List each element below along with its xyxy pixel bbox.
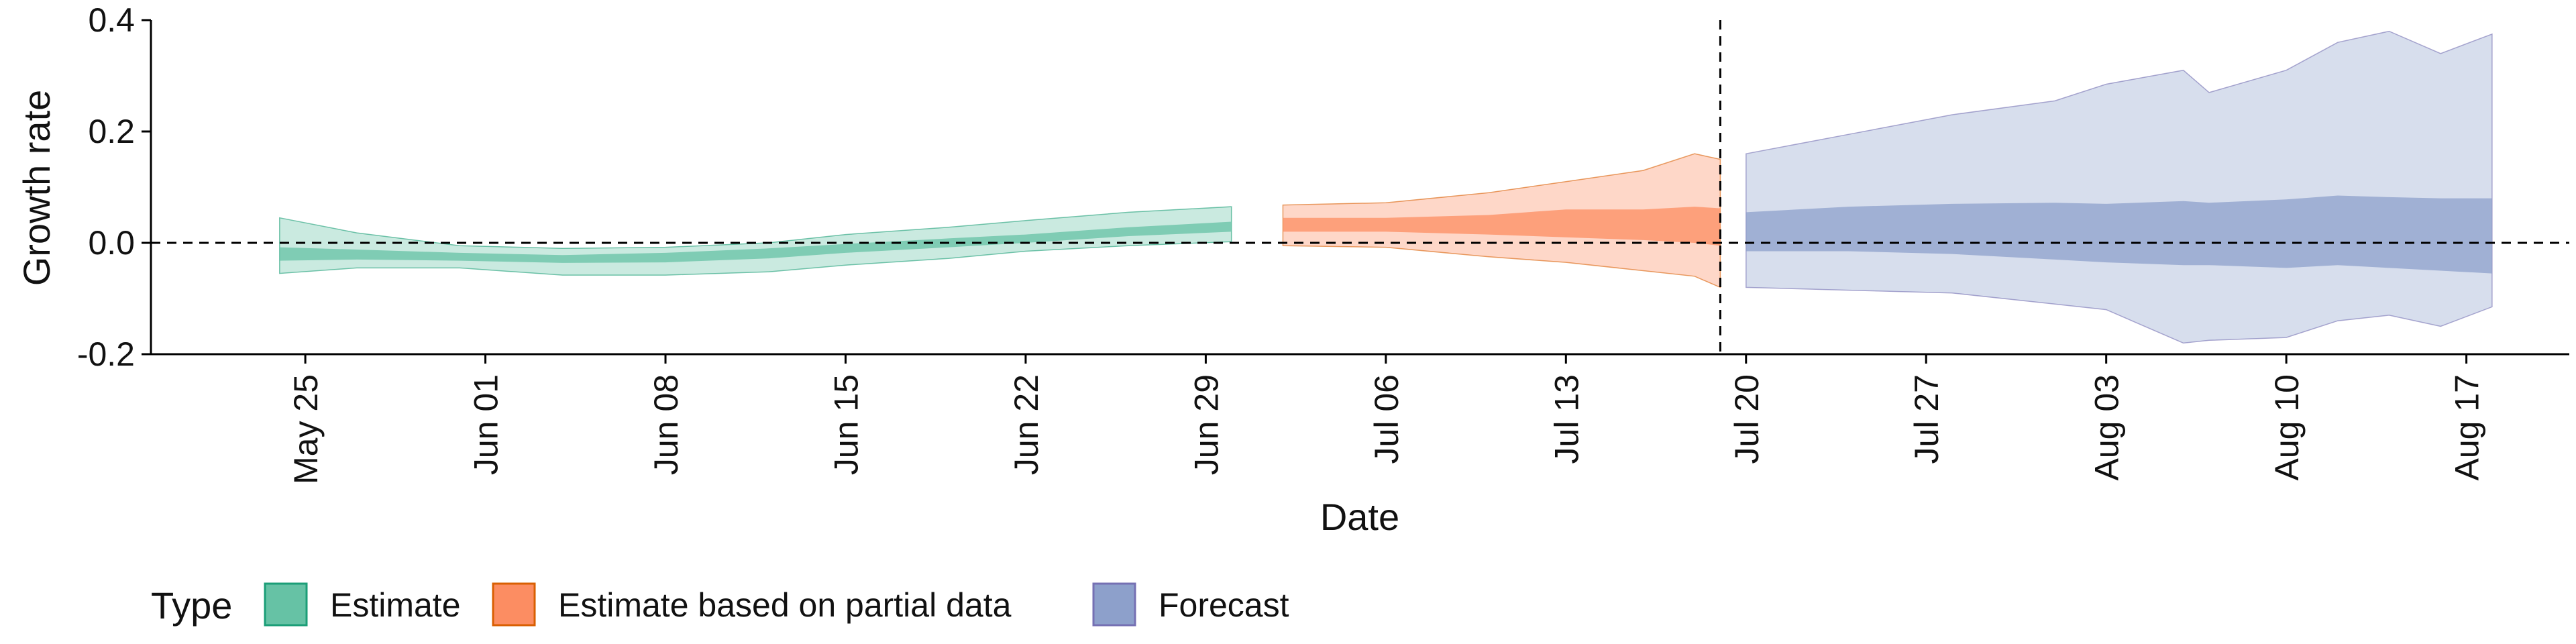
x-tick-label: Jul 13 bbox=[1548, 374, 1585, 464]
forecast-90-band bbox=[1746, 30, 2493, 344]
ribbon-layer bbox=[279, 30, 2493, 344]
y-tick-label: 0.4 bbox=[88, 1, 135, 39]
legend-label-estimate: Estimate bbox=[330, 586, 461, 624]
x-tick-label: Jun 29 bbox=[1187, 374, 1225, 475]
x-tick-label: Jul 27 bbox=[1908, 374, 1945, 464]
x-tick-label: May 25 bbox=[287, 374, 325, 484]
forecast-50-band bbox=[1746, 195, 2492, 274]
x-tick-label: Jun 08 bbox=[647, 374, 685, 475]
legend: Type Estimate Estimate based on partial d… bbox=[151, 582, 1289, 627]
legend-swatch-estimate bbox=[264, 582, 308, 627]
legend-swatch-forecast bbox=[1092, 582, 1136, 627]
y-axis-title: Growth rate bbox=[15, 90, 58, 286]
estimate-based-on-partial-data-50-band bbox=[1283, 207, 1721, 246]
legend-label-forecast: Forecast bbox=[1159, 586, 1289, 624]
legend-label-estimate-based-on-partial-data: Estimate based on partial data bbox=[558, 586, 1012, 624]
x-ticks: May 25 Jun 01 Jun 08 Jun 15 Jun 22 Jun 29 Jul … bbox=[287, 354, 2486, 484]
x-tick-label: Jun 22 bbox=[1008, 374, 1045, 475]
estimate-50-band bbox=[279, 221, 1232, 263]
reference-lines bbox=[151, 20, 2569, 354]
x-tick-label: Jul 06 bbox=[1368, 374, 1405, 464]
x-tick-label: Aug 10 bbox=[2268, 374, 2306, 480]
x-tick-label: Aug 17 bbox=[2449, 374, 2486, 480]
x-axis-title: Date bbox=[1320, 496, 1399, 538]
x-tick-label: Jun 15 bbox=[828, 374, 865, 475]
estimate-90-band bbox=[279, 206, 1232, 276]
legend-swatch-estimate-based-on-partial-data bbox=[492, 582, 536, 627]
y-tick-label: 0.2 bbox=[88, 113, 135, 150]
x-tick-label: Aug 03 bbox=[2088, 374, 2126, 480]
legend-title: Type bbox=[151, 584, 232, 627]
y-tick-label: -0.2 bbox=[77, 335, 135, 373]
x-tick-label: Jun 01 bbox=[468, 374, 505, 475]
axes-layer bbox=[150, 20, 2569, 356]
y-tick-label: 0.0 bbox=[88, 224, 135, 262]
x-tick-label: Jul 20 bbox=[1728, 374, 1766, 464]
y-ticks: -0.2 0.0 0.2 0.4 bbox=[77, 1, 151, 373]
